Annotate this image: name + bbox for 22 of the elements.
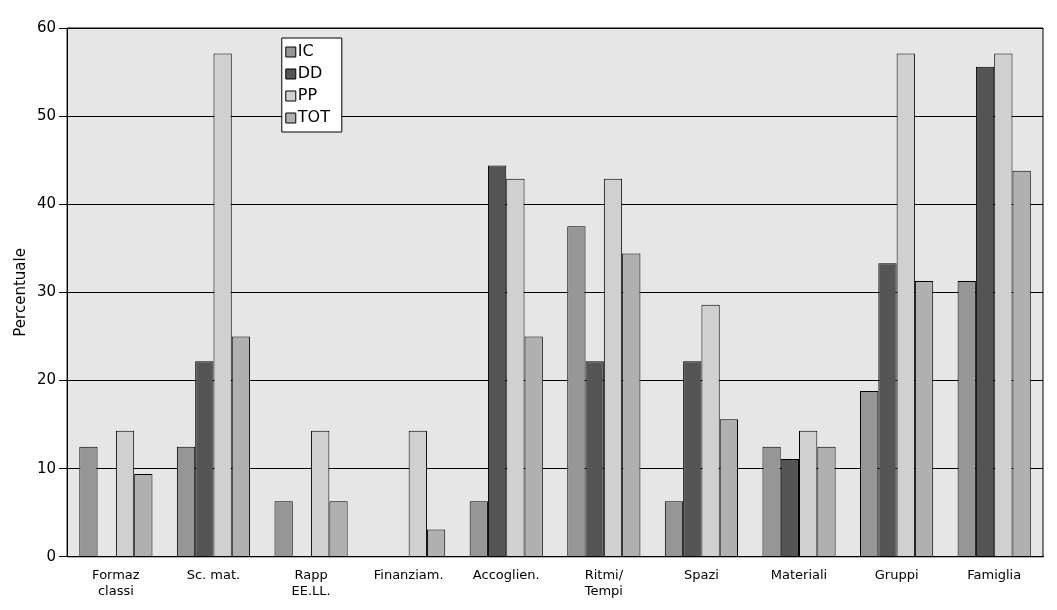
- y-tick-label: 20: [36, 370, 57, 389]
- legend-label: PP: [297, 85, 318, 105]
- y-tick-label: 60: [36, 17, 57, 36]
- x-tick-label: Famiglia: [967, 566, 1022, 582]
- x-tick-label: Ritmi/ Tempi: [583, 566, 624, 598]
- y-axis-title: Percentuale: [10, 248, 29, 337]
- x-tick-label: Formaz classi: [92, 566, 140, 598]
- y-tick-label: 40: [36, 194, 57, 213]
- x-tick-label: Gruppi: [874, 566, 919, 582]
- x-tick-label: Sc. mat.: [186, 566, 241, 582]
- legend-label: TOT: [296, 107, 331, 127]
- y-tick-label: 0: [46, 546, 57, 565]
- x-tick-label: Finanziam.: [373, 566, 444, 582]
- y-tick-label: 30: [36, 282, 57, 301]
- legend-label: DD: [297, 63, 323, 83]
- x-tick-label: Spazi: [683, 566, 719, 582]
- y-tick-label: 10: [36, 458, 57, 477]
- y-tick-label: 50: [36, 106, 57, 125]
- x-tick-label: Accoglien.: [472, 566, 540, 582]
- x-tick-label: Materiali: [770, 566, 828, 582]
- legend-label: IC: [297, 41, 314, 61]
- x-tick-label: Rapp EE.LL.: [291, 566, 331, 598]
